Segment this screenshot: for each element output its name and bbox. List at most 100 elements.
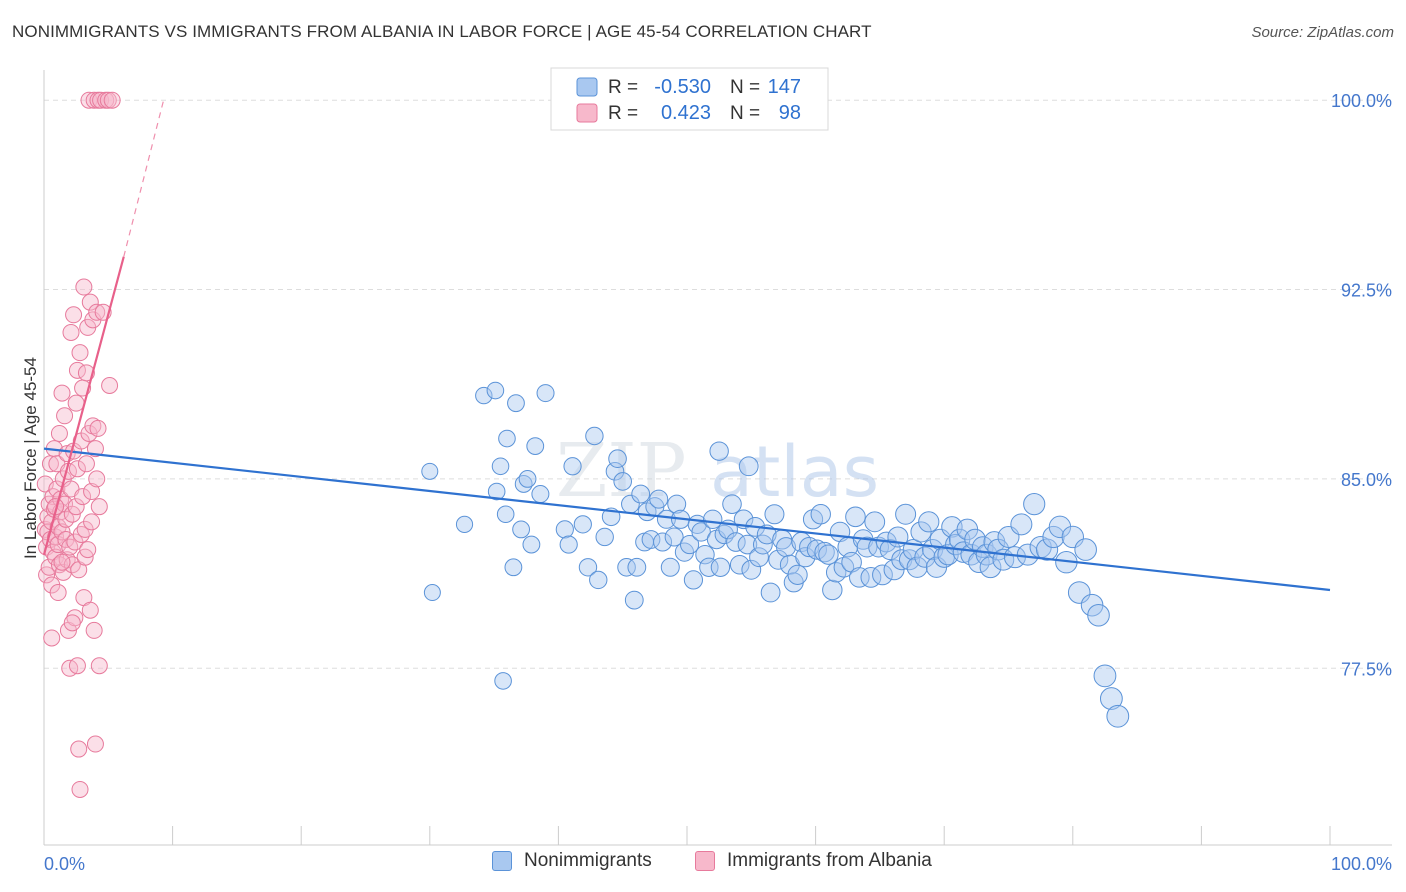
point-albania-23: [50, 424, 68, 442]
point-albania-30: [56, 407, 74, 425]
point-nonimmigrant-148: [709, 441, 729, 461]
point-albania-42: [63, 505, 81, 523]
point-nonimmigrant-43: [660, 557, 680, 577]
point-albania-91: [103, 91, 121, 109]
point-nonimmigrant-86: [825, 562, 847, 583]
point-nonimmigrant-70: [764, 504, 785, 525]
point-albania-47: [66, 609, 84, 627]
point-nonimmigrant-4: [475, 386, 493, 405]
point-albania-77: [85, 91, 103, 109]
point-albania-27: [53, 523, 71, 541]
point-nonimmigrant-3: [494, 672, 512, 690]
legend-swatch-blue: [576, 77, 598, 97]
legend-label-albania: Immigrants from Albania: [727, 850, 932, 871]
point-nonimmigrant-31: [617, 557, 636, 577]
point-nonimmigrant-45: [667, 494, 687, 514]
point-nonimmigrant-146: [1099, 687, 1123, 710]
point-nonimmigrant-44: [664, 527, 684, 547]
legend-swatch-nonimmigrants: [492, 851, 512, 871]
point-nonimmigrant-59: [722, 494, 742, 514]
y-tick-labels: 77.5% 85.0% 92.5% 100.0%: [1331, 91, 1392, 679]
point-albania-78: [86, 735, 104, 753]
nonimmigrants-points: [421, 381, 1130, 728]
point-nonimmigrant-33: [624, 590, 644, 610]
point-nonimmigrant-96: [864, 511, 886, 533]
chart-title: NONIMMIGRANTS VS IMMIGRANTS FROM ALBANIA…: [12, 22, 872, 41]
point-nonimmigrant-122: [964, 528, 986, 551]
point-albania-94: [63, 614, 81, 632]
y-tick-label-3: 100.0%: [1331, 91, 1392, 111]
immigrants-albania-points: [36, 91, 121, 798]
point-nonimmigrant-110: [918, 511, 940, 533]
point-nonimmigrant-78: [795, 547, 816, 568]
point-nonimmigrant-144: [1087, 603, 1110, 627]
point-nonimmigrant-132: [1010, 513, 1033, 536]
legend-swatch-pink: [576, 103, 598, 123]
point-albania-65: [77, 455, 95, 473]
trend-line-nonimmigrants: [43, 447, 1331, 592]
x-tick-label-min: 0.0%: [44, 854, 85, 874]
legend-item-nonimmigrants: Nonimmigrants: [492, 850, 652, 872]
legend-label-nonimmigrants: Nonimmigrants: [524, 850, 652, 871]
point-nonimmigrant-18: [536, 384, 555, 403]
correlation-legend: R = -0.530 N = 147 R = 0.423 N = 98: [550, 67, 829, 131]
point-nonimmigrant-134: [1023, 493, 1046, 516]
point-albania-41: [62, 323, 80, 341]
trend-lines: [42, 100, 1331, 592]
point-nonimmigrant-67: [752, 534, 773, 555]
point-nonimmigrant-142: [1074, 538, 1097, 561]
legend-n-label-pink: N =: [730, 103, 760, 124]
point-albania-48: [67, 394, 85, 412]
watermark-atlas: atlas: [710, 431, 879, 513]
y-tick-label-0: 77.5%: [1341, 659, 1392, 679]
point-albania-96: [49, 584, 67, 602]
watermark-zip: ZIP: [556, 428, 686, 514]
point-nonimmigrant-26: [595, 527, 614, 547]
x-ticks: [43, 826, 1331, 845]
point-nonimmigrant-76: [787, 564, 808, 585]
point-nonimmigrant-38: [641, 530, 661, 549]
legend-n-value-blue: 147: [768, 76, 801, 98]
point-nonimmigrant-0: [421, 462, 439, 480]
point-albania-38: [61, 538, 79, 556]
watermark: ZIP atlas: [556, 428, 879, 514]
point-nonimmigrant-23: [578, 558, 598, 577]
legend-r-value-pink: 0.423: [661, 102, 711, 124]
point-nonimmigrant-2: [455, 515, 474, 533]
legend-r-value-blue: -0.530: [654, 76, 711, 98]
point-nonimmigrant-49: [683, 570, 704, 590]
y-axis-label: In Labor Force | Age 45-54: [21, 357, 40, 559]
point-nonimmigrant-91: [845, 506, 866, 528]
point-nonimmigrant-35: [631, 484, 651, 504]
point-albania-80: [88, 303, 106, 321]
point-nonimmigrant-66: [749, 547, 769, 568]
point-nonimmigrant-11: [507, 394, 525, 413]
point-nonimmigrant-7: [487, 482, 506, 501]
point-nonimmigrant-25: [589, 570, 608, 590]
point-nonimmigrant-14: [518, 470, 537, 488]
point-albania-70: [81, 293, 99, 311]
point-nonimmigrant-15: [522, 535, 541, 554]
point-albania-85: [90, 498, 108, 516]
chart-source: Source: ZipAtlas.com: [1251, 24, 1394, 41]
point-nonimmigrant-149: [738, 456, 759, 477]
point-albania-68: [80, 424, 98, 442]
point-nonimmigrant-10: [504, 558, 523, 577]
legend-swatch-albania: [695, 851, 715, 871]
point-nonimmigrant-104: [895, 503, 917, 525]
point-nonimmigrant-20: [559, 535, 578, 554]
legend-r-label-blue: R =: [608, 77, 638, 98]
point-albania-71: [81, 601, 99, 619]
axes: [43, 70, 1392, 846]
point-nonimmigrant-92: [849, 567, 870, 588]
point-nonimmigrant-145: [1093, 664, 1117, 688]
trend-line-albania: [42, 256, 125, 555]
point-albania-92: [43, 629, 61, 647]
point-albania-90: [101, 376, 119, 394]
y-tick-label-1: 85.0%: [1341, 470, 1392, 490]
point-albania-55: [71, 780, 89, 798]
point-albania-64: [77, 364, 95, 382]
point-nonimmigrant-84: [818, 544, 839, 565]
point-albania-79: [86, 440, 104, 458]
